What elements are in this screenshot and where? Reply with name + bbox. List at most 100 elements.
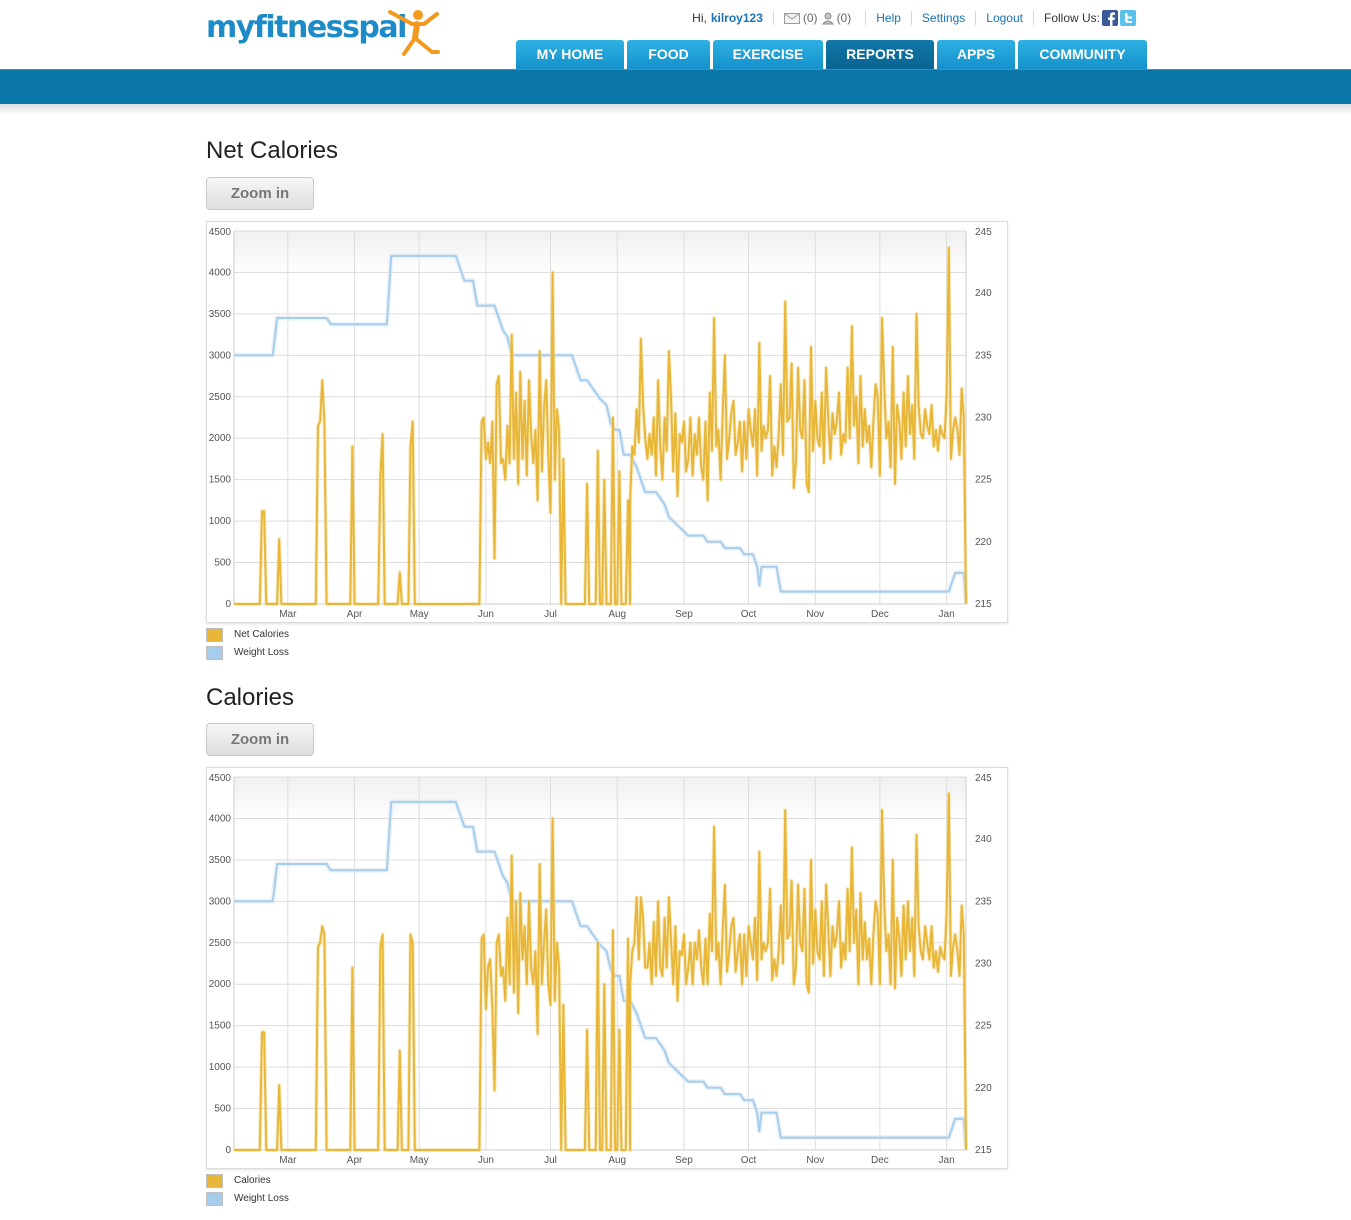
y-tick-label-left: 3500 [209, 855, 232, 866]
x-tick-label: Apr [347, 609, 363, 620]
y-tick-label-left: 4500 [209, 227, 232, 238]
y-tick-label-right: 220 [975, 1083, 992, 1094]
y-tick-label-left: 1000 [209, 1062, 232, 1073]
x-tick-label: Jun [478, 1155, 494, 1166]
y-tick-label-right: 230 [975, 413, 992, 424]
follow-us-label: Follow Us: [1043, 11, 1100, 25]
net-calories-swatch [206, 628, 223, 642]
help-link[interactable]: Help [876, 11, 901, 25]
messages-count[interactable]: (0) [802, 11, 818, 25]
zoom-in-button[interactable]: Zoom in [206, 177, 314, 210]
friend-requests-count[interactable]: (0) [836, 11, 852, 25]
y-tick-label-left: 0 [225, 1145, 231, 1156]
y-tick-label-left: 4500 [209, 773, 232, 784]
y-tick-label-right: 245 [975, 227, 992, 238]
divider [865, 11, 867, 25]
net-calories-title: Net Calories [206, 137, 339, 164]
x-tick-label: Apr [347, 1155, 363, 1166]
calories-legend: Calories Weight Loss [206, 1172, 289, 1208]
facebook-icon[interactable] [1102, 10, 1118, 26]
myfitnesspal-logo[interactable]: myfitnesspal [206, 8, 440, 56]
x-tick-label: Jan [939, 609, 955, 620]
x-tick-label: Jul [544, 609, 557, 620]
site-header: myfitnesspal Hi, kilroy123 (0) (0) Help … [0, 0, 1351, 110]
y-tick-label-right: 225 [975, 475, 992, 486]
net-calories-chart[interactable]: 0 500 1000 1500 2000 2500 3000 3500 4000 4500 215 2… [206, 221, 1008, 623]
calories-series-line [234, 792, 967, 1151]
x-tick-label: Aug [608, 1155, 626, 1166]
y-tick-label-left: 3000 [209, 896, 232, 907]
calories-swatch [206, 1174, 223, 1188]
net-calories-legend: Net Calories Weight Loss [206, 626, 289, 662]
tab-food[interactable]: FOOD [627, 40, 710, 69]
plot-band [234, 777, 966, 822]
x-tick-label: Mar [279, 1155, 297, 1166]
weight-loss-swatch [206, 646, 223, 660]
calories-title: Calories [206, 684, 295, 711]
legend-item-weight-loss[interactable]: Weight Loss [206, 1190, 289, 1208]
y-tick-label-right: 220 [975, 537, 992, 548]
sub-nav-bar [0, 69, 1351, 105]
y-tick-label-right: 215 [975, 599, 992, 610]
y-tick-label-left: 1500 [209, 1021, 232, 1032]
x-tick-label: Nov [806, 609, 824, 620]
y-tick-label-left: 2000 [209, 433, 232, 444]
y-tick-label-left: 1500 [209, 475, 232, 486]
y-tick-label-right: 240 [975, 834, 992, 845]
y-tick-label-left: 500 [214, 558, 231, 569]
legend-label: Weight Loss [234, 647, 289, 658]
y-tick-label-right: 235 [975, 350, 992, 361]
y-tick-label-right: 235 [975, 896, 992, 907]
y-tick-label-left: 4000 [209, 813, 232, 824]
weight-loss-series-line [234, 254, 967, 605]
x-tick-label: Sep [675, 609, 693, 620]
x-tick-label: Jan [939, 1155, 955, 1166]
divider [975, 11, 977, 25]
divider [772, 11, 774, 25]
username-link[interactable]: kilroy123 [710, 11, 763, 25]
tab-my-home[interactable]: MY HOME [516, 40, 624, 69]
x-tick-label: May [410, 609, 429, 620]
x-tick-label: Jun [478, 609, 494, 620]
calories-plot: 0 500 1000 1500 2000 2500 3000 3500 4000 4500 215 2… [209, 773, 992, 1166]
legend-label: Weight Loss [234, 1193, 289, 1204]
tab-reports[interactable]: REPORTS [826, 40, 934, 69]
x-tick-label: Dec [871, 609, 889, 620]
friend-request-icon[interactable] [821, 12, 834, 25]
legend-label: Net Calories [234, 629, 290, 640]
y-tick-label-right: 215 [975, 1145, 992, 1156]
net-calories-series-line [234, 246, 967, 605]
tab-community[interactable]: COMMUNITY [1018, 40, 1147, 69]
x-tick-label: Dec [871, 1155, 889, 1166]
y-tick-label-left: 2500 [209, 392, 232, 403]
y-tick-label-left: 4000 [209, 267, 232, 278]
net-calories-plot: 0 500 1000 1500 2000 2500 3000 3500 4000 4500 215 2… [209, 227, 992, 620]
x-tick-label: Jul [544, 1155, 557, 1166]
logout-link[interactable]: Logout [986, 11, 1023, 25]
x-tick-label: Mar [279, 609, 297, 620]
settings-link[interactable]: Settings [921, 11, 966, 25]
y-tick-label-left: 2500 [209, 938, 232, 949]
y-tick-label-left: 3500 [209, 309, 232, 320]
legend-item-weight-loss[interactable]: Weight Loss [206, 644, 289, 662]
greeting-label: Hi, [692, 11, 707, 25]
tab-exercise[interactable]: EXERCISE [713, 40, 823, 69]
y-tick-label-right: 245 [975, 773, 992, 784]
legend-item-calories[interactable]: Calories [206, 1172, 289, 1190]
y-tick-label-right: 230 [975, 959, 992, 970]
tab-apps[interactable]: APPS [937, 40, 1015, 69]
y-tick-label-left: 3000 [209, 350, 232, 361]
twitter-icon[interactable] [1120, 10, 1136, 26]
zoom-in-button[interactable]: Zoom in [206, 723, 314, 756]
y-tick-label-left: 500 [214, 1104, 231, 1115]
main-nav: MY HOME FOOD EXERCISE REPORTS APPS COMMU… [516, 40, 1150, 69]
y-tick-label-left: 1000 [209, 516, 232, 527]
divider [910, 11, 912, 25]
envelope-icon[interactable] [783, 12, 800, 24]
calories-chart[interactable]: 0 500 1000 1500 2000 2500 3000 3500 4000 4500 215 2… [206, 767, 1008, 1169]
header-shadow [0, 104, 1351, 114]
logo-wordmark: myfitnesspal [206, 10, 407, 45]
legend-item-net-calories[interactable]: Net Calories [206, 626, 289, 644]
account-links: Hi, kilroy123 (0) (0) Help Settings Logo… [692, 10, 1136, 26]
y-tick-label-right: 240 [975, 288, 992, 299]
